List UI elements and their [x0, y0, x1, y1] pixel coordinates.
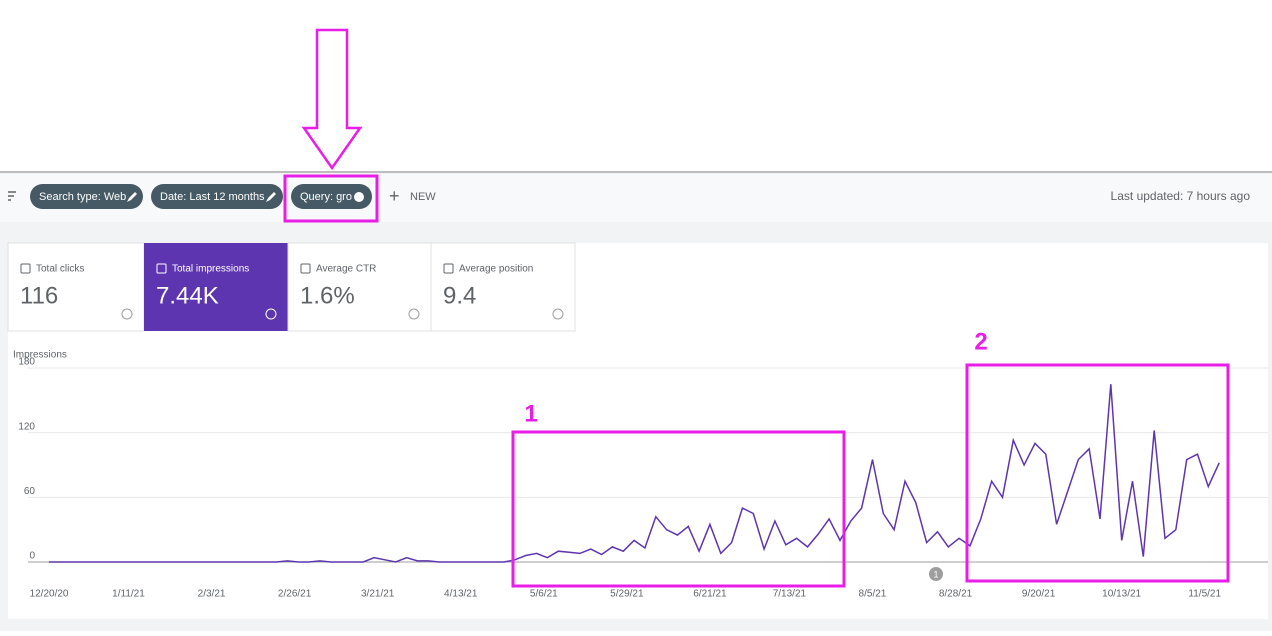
plus-icon[interactable]: + — [389, 186, 400, 206]
help-icon[interactable] — [552, 308, 564, 320]
chip-label[interactable]: Query: gro — [300, 191, 352, 203]
last-updated: Last updated: 7 hours ago — [1111, 189, 1251, 203]
checkbox[interactable] — [156, 263, 167, 274]
metric-value: 1.6% — [300, 282, 355, 309]
x-tick-label: 7/13/21 — [773, 589, 807, 600]
x-tick-label: 8/28/21 — [939, 589, 973, 600]
chart: 0 60 120 180 12/20/20 1/11/21 2/3/21 2/26/21 3/2… — [18, 357, 1268, 600]
x-tick-label: 10/13/21 — [1102, 589, 1141, 600]
y-tick-label: 120 — [18, 421, 35, 432]
checkbox[interactable] — [443, 263, 454, 274]
annotations — [283, 28, 1230, 588]
help-icon[interactable] — [121, 308, 133, 320]
chip[interactable] — [291, 184, 372, 209]
event-marker-label[interactable]: 1 — [933, 569, 938, 579]
x-tick-label: 2/3/21 — [198, 589, 226, 600]
metric-label: Average position — [459, 264, 533, 275]
filter-icon — [8, 191, 16, 201]
metric-label: Total impressions — [172, 264, 249, 275]
help-icon[interactable] — [408, 308, 420, 320]
event-marker[interactable] — [929, 567, 943, 581]
highlight-box — [511, 430, 846, 588]
edit-icon — [127, 192, 137, 202]
arrow — [301, 28, 363, 171]
metric-card[interactable] — [287, 242, 432, 332]
x-tick-label: 6/21/21 — [693, 589, 727, 600]
new-button[interactable]: NEW — [410, 191, 436, 203]
metric-card[interactable] — [7, 242, 145, 332]
x-tick-label: 3/21/21 — [361, 589, 395, 600]
y-tick-label: 60 — [24, 486, 36, 497]
x-tick-label: 8/5/21 — [859, 589, 887, 600]
annotation-label: 1 — [524, 400, 537, 427]
x-tick-label: 5/29/21 — [610, 589, 644, 600]
metrics: Total clicks 116 Total impressions 7.44K Ave… — [7, 242, 576, 332]
x-tick-label: 12/20/20 — [30, 589, 69, 600]
chip-label[interactable]: Search type: Web — [39, 191, 126, 203]
metric-card[interactable] — [430, 242, 576, 332]
remove-icon[interactable] — [354, 192, 364, 202]
metric-value: 9.4 — [443, 282, 476, 309]
x-tick-label: 4/13/21 — [444, 589, 478, 600]
x-tick-label: 11/5/21 — [1188, 589, 1221, 600]
chip[interactable] — [30, 184, 143, 209]
metric-value: 116 — [20, 282, 58, 309]
x-tick-label: 1/11/21 — [112, 589, 145, 600]
x-tick-label: 2/26/21 — [278, 589, 312, 600]
highlight-box — [965, 363, 1230, 583]
highlight-box — [283, 174, 379, 223]
y-tick-label: 0 — [29, 551, 35, 562]
edit-icon — [266, 192, 276, 202]
x-tick-label: 9/20/21 — [1022, 589, 1056, 600]
annotation-label: 2 — [974, 328, 987, 355]
checkbox[interactable] — [300, 263, 311, 274]
metric-label: Total clicks — [36, 264, 84, 275]
y-tick-label: 180 — [18, 357, 35, 368]
chip[interactable] — [151, 184, 283, 209]
impressions-line — [49, 384, 1220, 563]
metric-label: Average CTR — [316, 264, 376, 275]
help-icon[interactable] — [265, 308, 277, 320]
x-tick-label: 5/6/21 — [530, 589, 558, 600]
y-axis-label: Impressions — [13, 350, 67, 361]
chip-label[interactable]: Date: Last 12 months — [160, 191, 265, 203]
metric-value: 7.44K — [156, 282, 219, 309]
metric-card[interactable] — [144, 243, 288, 331]
checkbox[interactable] — [20, 263, 31, 274]
